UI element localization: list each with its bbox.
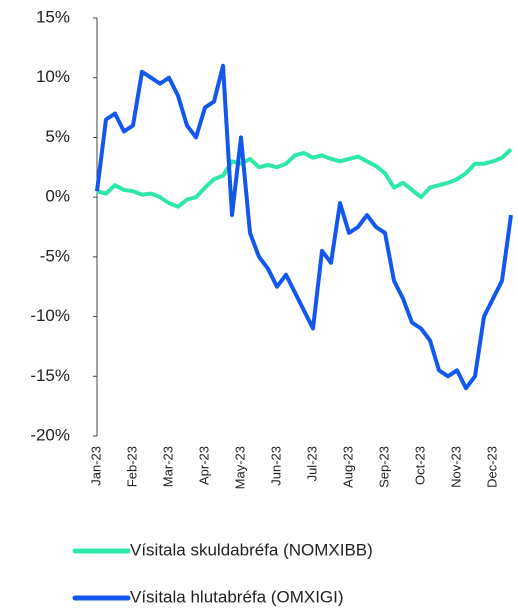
x-tick-label: Apr-23: [196, 446, 211, 485]
x-tick-label: Jul-23: [304, 446, 319, 481]
y-tick-label: 0%: [45, 187, 70, 206]
y-tick-label: 10%: [36, 67, 70, 86]
x-tick-label: Aug-23: [340, 446, 355, 488]
x-tick-label: Jan-23: [88, 446, 103, 486]
x-tick-label: Sep-23: [376, 446, 391, 488]
series-line: [95, 63, 513, 391]
legend-label: Vísitala skuldabréfa (NOMXIBB): [130, 540, 373, 559]
x-tick-label: Oct-23: [412, 446, 427, 485]
y-tick-label: -15%: [30, 366, 70, 385]
y-tick-label: -10%: [30, 306, 70, 325]
x-tick-label: Mar-23: [160, 446, 175, 487]
x-tick-label: Jun-23: [268, 446, 283, 486]
y-tick-label: -5%: [40, 246, 70, 265]
y-tick-label: 15%: [36, 7, 70, 26]
x-tick-label: Nov-23: [448, 446, 463, 488]
x-tick-label: Feb-23: [124, 446, 139, 487]
y-tick-label: 5%: [45, 127, 70, 146]
legend-label: Vísitala hlutabréfa (OMXIGI): [130, 587, 344, 606]
x-tick-label: May-23: [232, 446, 247, 489]
series-line: [96, 147, 513, 209]
y-tick-label: -20%: [30, 425, 70, 444]
x-tick-label: Dec-23: [484, 446, 499, 488]
